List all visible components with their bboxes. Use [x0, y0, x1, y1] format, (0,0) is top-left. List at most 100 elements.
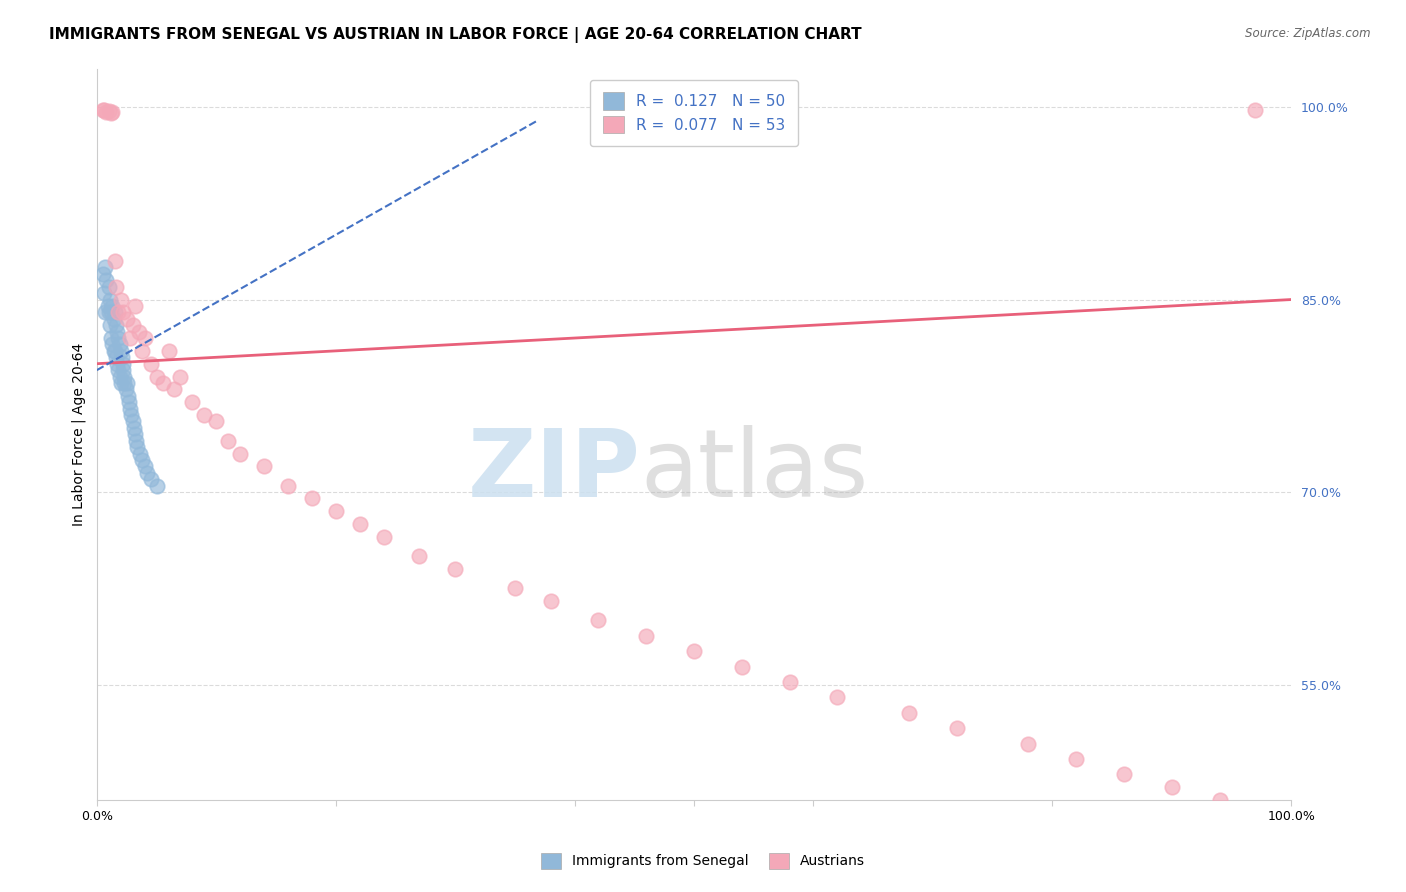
Text: IMMIGRANTS FROM SENEGAL VS AUSTRIAN IN LABOR FORCE | AGE 20-64 CORRELATION CHART: IMMIGRANTS FROM SENEGAL VS AUSTRIAN IN L… [49, 27, 862, 43]
Point [277, 478, 299, 492]
Point [112, 305, 135, 319]
Point [91, 103, 114, 117]
Point [104, 318, 127, 333]
Point [157, 343, 180, 358]
Point [100, 305, 122, 319]
Point [125, 434, 148, 448]
Point [107, 363, 129, 377]
Point [100, 331, 122, 345]
Point [97, 305, 120, 319]
Point [122, 421, 145, 435]
Point [152, 376, 174, 390]
Point [169, 369, 191, 384]
Point [103, 343, 125, 358]
Point [101, 105, 124, 120]
Point [120, 331, 142, 345]
Point [98, 318, 121, 333]
Point [503, 582, 526, 596]
Point [112, 369, 135, 384]
Point [134, 331, 156, 345]
Point [104, 305, 127, 319]
Point [145, 369, 167, 384]
Point [373, 530, 395, 544]
Text: ZIP: ZIP [467, 425, 640, 516]
Point [112, 376, 135, 390]
Point [349, 517, 371, 532]
Point [683, 644, 706, 658]
Point [105, 357, 128, 371]
Point [115, 376, 138, 390]
Point [588, 614, 610, 628]
Point [127, 440, 149, 454]
Point [131, 453, 153, 467]
Point [325, 504, 347, 518]
Point [181, 395, 204, 409]
Point [1208, 793, 1230, 807]
Point [946, 721, 969, 735]
Point [128, 446, 150, 460]
Point [112, 363, 135, 377]
Point [139, 357, 162, 371]
Legend: Immigrants from Senegal, Austrians: Immigrants from Senegal, Austrians [536, 847, 870, 874]
Point [98, 293, 121, 307]
Point [93, 286, 115, 301]
Point [120, 401, 142, 416]
Point [105, 325, 128, 339]
Point [110, 343, 132, 358]
Point [1017, 737, 1039, 751]
Point [145, 478, 167, 492]
Y-axis label: In Labor Force | Age 20-64: In Labor Force | Age 20-64 [72, 343, 86, 526]
Point [301, 491, 323, 506]
Point [898, 706, 921, 720]
Point [97, 103, 120, 118]
Point [118, 395, 141, 409]
Legend: R =  0.127   N = 50, R =  0.077   N = 53: R = 0.127 N = 50, R = 0.077 N = 53 [591, 79, 797, 145]
Point [104, 254, 127, 268]
Point [1112, 767, 1135, 781]
Point [104, 343, 127, 358]
Point [134, 459, 156, 474]
Point [100, 106, 122, 120]
Point [121, 414, 143, 428]
Point [104, 351, 127, 365]
Point [110, 293, 132, 307]
Point [1064, 752, 1087, 766]
Point [91, 267, 114, 281]
Point [111, 351, 134, 365]
Point [96, 105, 118, 120]
Point [408, 549, 430, 564]
Point [107, 331, 129, 345]
Point [94, 305, 117, 319]
Point [101, 337, 124, 351]
Point [1160, 780, 1182, 795]
Point [139, 472, 162, 486]
Point [96, 273, 118, 287]
Point [97, 279, 120, 293]
Point [115, 311, 138, 326]
Point [128, 325, 150, 339]
Point [108, 369, 131, 384]
Point [636, 629, 658, 643]
Point [117, 389, 139, 403]
Point [101, 299, 124, 313]
Point [107, 305, 129, 319]
Point [94, 260, 117, 275]
Point [540, 594, 562, 608]
Point [163, 383, 186, 397]
Point [114, 383, 136, 397]
Point [229, 446, 252, 460]
Point [103, 311, 125, 326]
Point [121, 318, 143, 333]
Point [731, 659, 754, 673]
Point [136, 466, 159, 480]
Point [124, 427, 146, 442]
Point [779, 675, 801, 690]
Text: Source: ZipAtlas.com: Source: ZipAtlas.com [1246, 27, 1371, 40]
Text: atlas: atlas [640, 425, 869, 516]
Point [444, 562, 467, 576]
Point [121, 408, 143, 422]
Point [93, 103, 115, 117]
Point [104, 279, 127, 293]
Point [193, 408, 215, 422]
Point [253, 459, 276, 474]
